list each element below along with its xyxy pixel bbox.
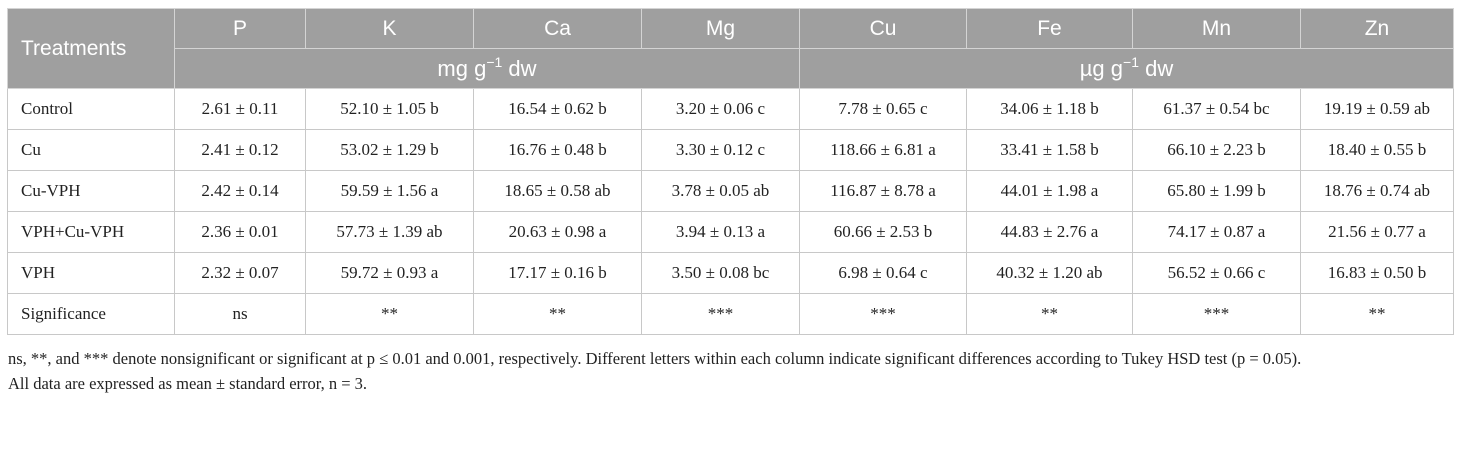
value-cell: ** bbox=[305, 293, 474, 335]
value-cell: 52.10 ± 1.05 b bbox=[305, 88, 474, 130]
value-cell: ** bbox=[966, 293, 1133, 335]
value-cell: 60.66 ± 2.53 b bbox=[799, 211, 967, 253]
unit-text: µg g bbox=[1079, 55, 1124, 81]
value-cell: 19.19 ± 0.59 ab bbox=[1300, 88, 1454, 130]
value-cell: 3.78 ± 0.05 ab bbox=[641, 170, 800, 212]
treatment-cell: Cu bbox=[7, 129, 175, 171]
table-row: VPH+Cu-VPH 2.36 ± 0.01 57.73 ± 1.39 ab 20.6… bbox=[7, 211, 1454, 253]
value-cell: 21.56 ± 0.77 a bbox=[1300, 211, 1454, 253]
table-container: Treatments P K Ca Mg Cu Fe Mn Zn mg g−1 … bbox=[7, 8, 1454, 396]
value-cell: 2.41 ± 0.12 bbox=[174, 129, 306, 171]
value-cell: *** bbox=[641, 293, 800, 335]
value-cell: 74.17 ± 0.87 a bbox=[1132, 211, 1301, 253]
value-cell: ns bbox=[174, 293, 306, 335]
treatments-header: Treatments bbox=[7, 8, 175, 89]
table-row: VPH 2.32 ± 0.07 59.72 ± 0.93 a 17.17 ± 0.16… bbox=[7, 252, 1454, 294]
value-cell: ** bbox=[473, 293, 642, 335]
value-cell: 20.63 ± 0.98 a bbox=[473, 211, 642, 253]
column-header-ca: Ca bbox=[473, 8, 642, 49]
value-cell: 3.50 ± 0.08 bc bbox=[641, 252, 800, 294]
value-cell: 44.01 ± 1.98 a bbox=[966, 170, 1133, 212]
value-cell: *** bbox=[1132, 293, 1301, 335]
value-cell: 59.59 ± 1.56 a bbox=[305, 170, 474, 212]
value-cell: 40.32 ± 1.20 ab bbox=[966, 252, 1133, 294]
value-cell: 18.76 ± 0.74 ab bbox=[1300, 170, 1454, 212]
value-cell: 3.20 ± 0.06 c bbox=[641, 88, 800, 130]
column-header-p: P bbox=[174, 8, 306, 49]
column-header-zn: Zn bbox=[1300, 8, 1454, 49]
value-cell: 18.40 ± 0.55 b bbox=[1300, 129, 1454, 171]
column-header-mg: Mg bbox=[641, 8, 800, 49]
table-row: Significance ns ** ** *** *** ** *** ** bbox=[7, 293, 1454, 335]
unit-text: mg g bbox=[437, 55, 487, 81]
value-cell: 61.37 ± 0.54 bc bbox=[1132, 88, 1301, 130]
value-cell: *** bbox=[799, 293, 967, 335]
table-row: Cu-VPH 2.42 ± 0.14 59.59 ± 1.56 a 18.65 ± 0… bbox=[7, 170, 1454, 212]
table-row: Control 2.61 ± 0.11 52.10 ± 1.05 b 16.54 ± … bbox=[7, 88, 1454, 130]
treatment-cell: VPH bbox=[7, 252, 175, 294]
unit-header-micro: µg g−1 dw bbox=[799, 48, 1454, 89]
value-cell: 3.94 ± 0.13 a bbox=[641, 211, 800, 253]
value-cell: 33.41 ± 1.58 b bbox=[966, 129, 1133, 171]
column-header-mn: Mn bbox=[1132, 8, 1301, 49]
value-cell: 3.30 ± 0.12 c bbox=[641, 129, 800, 171]
treatment-cell: Significance bbox=[7, 293, 175, 335]
unit-suffix: dw bbox=[502, 55, 537, 81]
value-cell: 7.78 ± 0.65 c bbox=[799, 88, 967, 130]
column-header-cu: Cu bbox=[799, 8, 967, 49]
treatment-cell: Control bbox=[7, 88, 175, 130]
value-cell: 34.06 ± 1.18 b bbox=[966, 88, 1133, 130]
footnote-line-2: All data are expressed as mean ± standar… bbox=[8, 374, 368, 393]
unit-exponent: −1 bbox=[486, 53, 503, 70]
unit-suffix: dw bbox=[1138, 55, 1174, 81]
value-cell: 16.54 ± 0.62 b bbox=[473, 88, 642, 130]
unit-header-macro: mg g−1 dw bbox=[174, 48, 800, 89]
value-cell: 18.65 ± 0.58 ab bbox=[473, 170, 642, 212]
value-cell: ** bbox=[1300, 293, 1454, 335]
nutrient-table: Treatments P K Ca Mg Cu Fe Mn Zn mg g−1 … bbox=[7, 8, 1454, 335]
treatment-cell: Cu-VPH bbox=[7, 170, 175, 212]
value-cell: 6.98 ± 0.64 c bbox=[799, 252, 967, 294]
value-cell: 16.76 ± 0.48 b bbox=[473, 129, 642, 171]
column-header-k: K bbox=[305, 8, 474, 49]
value-cell: 56.52 ± 0.66 c bbox=[1132, 252, 1301, 294]
footnote-line-1: ns, **, and *** denote nonsignificant or… bbox=[8, 349, 1302, 368]
value-cell: 16.83 ± 0.50 b bbox=[1300, 252, 1454, 294]
value-cell: 66.10 ± 2.23 b bbox=[1132, 129, 1301, 171]
value-cell: 118.66 ± 6.81 a bbox=[799, 129, 967, 171]
value-cell: 2.61 ± 0.11 bbox=[174, 88, 306, 130]
value-cell: 59.72 ± 0.93 a bbox=[305, 252, 474, 294]
unit-exponent: −1 bbox=[1123, 53, 1139, 70]
table-row: Cu 2.41 ± 0.12 53.02 ± 1.29 b 16.76 ± 0.48 … bbox=[7, 129, 1454, 171]
value-cell: 2.36 ± 0.01 bbox=[174, 211, 306, 253]
value-cell: 44.83 ± 2.76 a bbox=[966, 211, 1133, 253]
table-footnote: ns, **, and *** denote nonsignificant or… bbox=[7, 346, 1453, 396]
column-header-fe: Fe bbox=[966, 8, 1133, 49]
treatment-cell: VPH+Cu-VPH bbox=[7, 211, 175, 253]
value-cell: 65.80 ± 1.99 b bbox=[1132, 170, 1301, 212]
value-cell: 116.87 ± 8.78 a bbox=[799, 170, 967, 212]
value-cell: 17.17 ± 0.16 b bbox=[473, 252, 642, 294]
value-cell: 2.32 ± 0.07 bbox=[174, 252, 306, 294]
value-cell: 53.02 ± 1.29 b bbox=[305, 129, 474, 171]
value-cell: 2.42 ± 0.14 bbox=[174, 170, 306, 212]
value-cell: 57.73 ± 1.39 ab bbox=[305, 211, 474, 253]
